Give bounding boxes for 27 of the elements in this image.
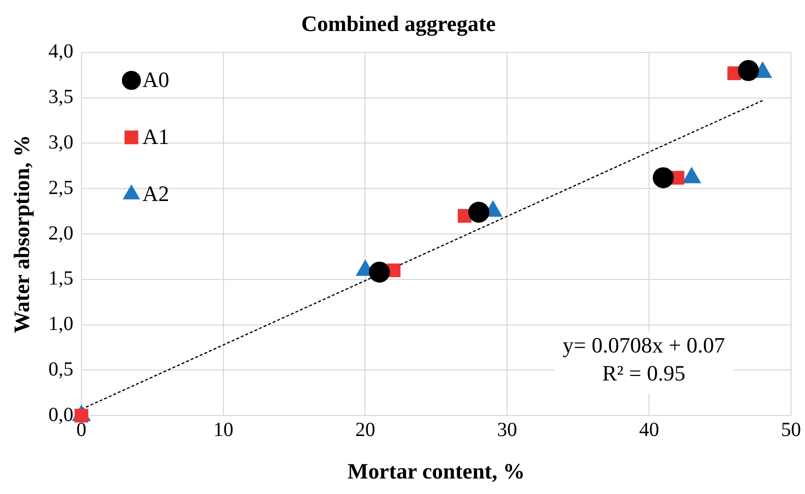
point — [738, 60, 759, 82]
y-tick-label: 0,5 — [48, 358, 74, 380]
y-tick-label: 3,0 — [48, 131, 74, 154]
chart-title: Combined aggregate — [301, 10, 496, 36]
y-tick-label: 1,0 — [48, 313, 74, 336]
y-tick-label: 4,0 — [48, 40, 74, 63]
x-tick-label: 40 — [639, 418, 660, 441]
x-tick-label: 50 — [781, 418, 801, 441]
y-tick-label: 2,0 — [48, 222, 74, 244]
y-tick-label: 1,5 — [48, 268, 74, 290]
x-tick-label: 30 — [497, 418, 518, 441]
annotation: R² = 0.95 — [602, 360, 686, 386]
legend-label: A0 — [142, 67, 170, 92]
y-tick-label: 3,5 — [48, 86, 74, 108]
point — [652, 167, 674, 188]
point — [468, 202, 490, 223]
annotation: y= 0.0708x + 0.07 — [562, 332, 726, 358]
y-tick-label: 2,5 — [48, 176, 74, 199]
x-tick-label: 20 — [355, 418, 376, 441]
x-tick-label: 10 — [213, 418, 234, 441]
legend-label: A2 — [142, 181, 170, 206]
point — [368, 262, 390, 283]
legend-label: A1 — [142, 124, 170, 150]
y-axis-title: Water absorption, % — [8, 134, 34, 334]
y-tick-label: 0,0 — [48, 404, 74, 426]
x-tick-label: 0 — [76, 418, 86, 441]
x-axis-title: Mortar content, % — [348, 458, 525, 484]
